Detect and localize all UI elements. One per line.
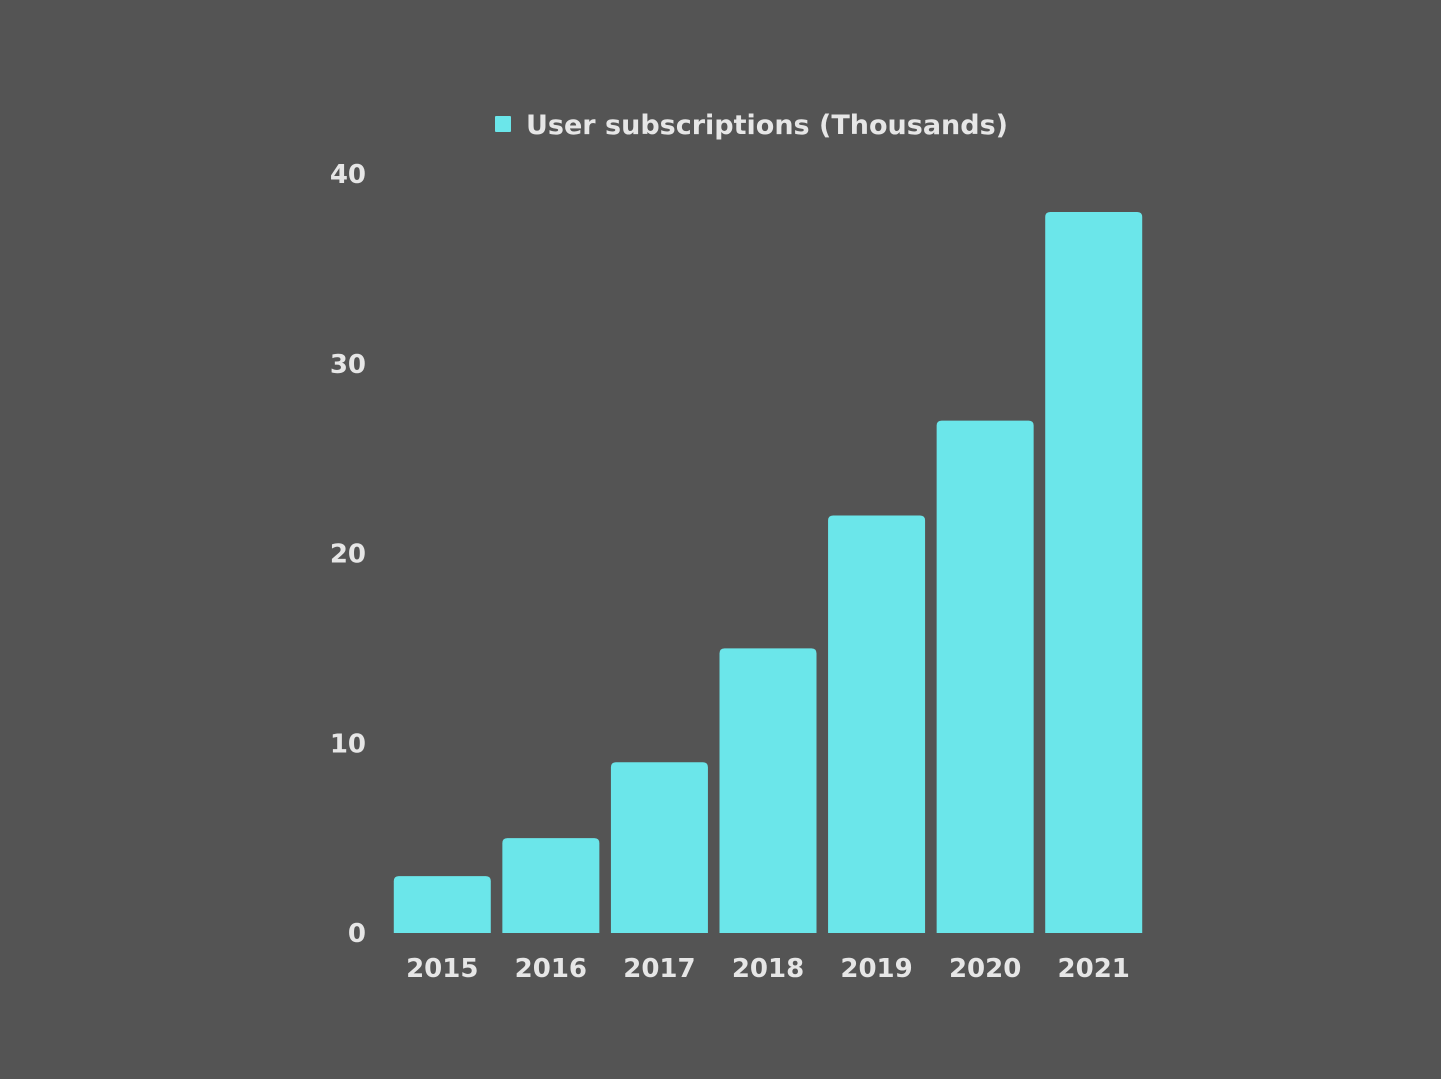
- x-tick-label: 2016: [515, 954, 587, 984]
- x-tick-label: 2021: [1058, 954, 1130, 984]
- legend-swatch: [495, 116, 511, 132]
- bar-2016: [502, 838, 600, 933]
- y-tick-label: 20: [330, 540, 366, 570]
- legend: User subscriptions (Thousands): [495, 110, 1008, 141]
- bar-2017: [610, 762, 708, 933]
- x-tick-label: 2018: [732, 954, 804, 984]
- y-tick-label: 40: [330, 160, 366, 190]
- bar-2020: [936, 420, 1034, 933]
- bar-2021: [1045, 211, 1143, 933]
- y-axis: 0 10 20 30 40: [330, 160, 366, 949]
- legend-label: User subscriptions (Thousands): [526, 110, 1008, 141]
- bars: [393, 211, 1143, 933]
- bar-2015: [393, 876, 491, 933]
- y-tick-label: 30: [330, 350, 366, 380]
- x-tick-label: 2020: [949, 954, 1021, 984]
- x-tick-label: 2017: [623, 954, 695, 984]
- bar-2018: [719, 648, 817, 933]
- y-tick-label: 0: [348, 919, 366, 949]
- x-axis: 2015 2016 2017 2018 2019 2020 2021: [406, 954, 1130, 984]
- y-tick-label: 10: [330, 729, 366, 759]
- x-tick-label: 2019: [840, 954, 912, 984]
- x-tick-label: 2015: [406, 954, 478, 984]
- bar-2019: [828, 515, 926, 933]
